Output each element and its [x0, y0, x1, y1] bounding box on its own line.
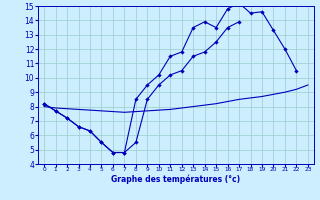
X-axis label: Graphe des températures (°c): Graphe des températures (°c)	[111, 175, 241, 184]
